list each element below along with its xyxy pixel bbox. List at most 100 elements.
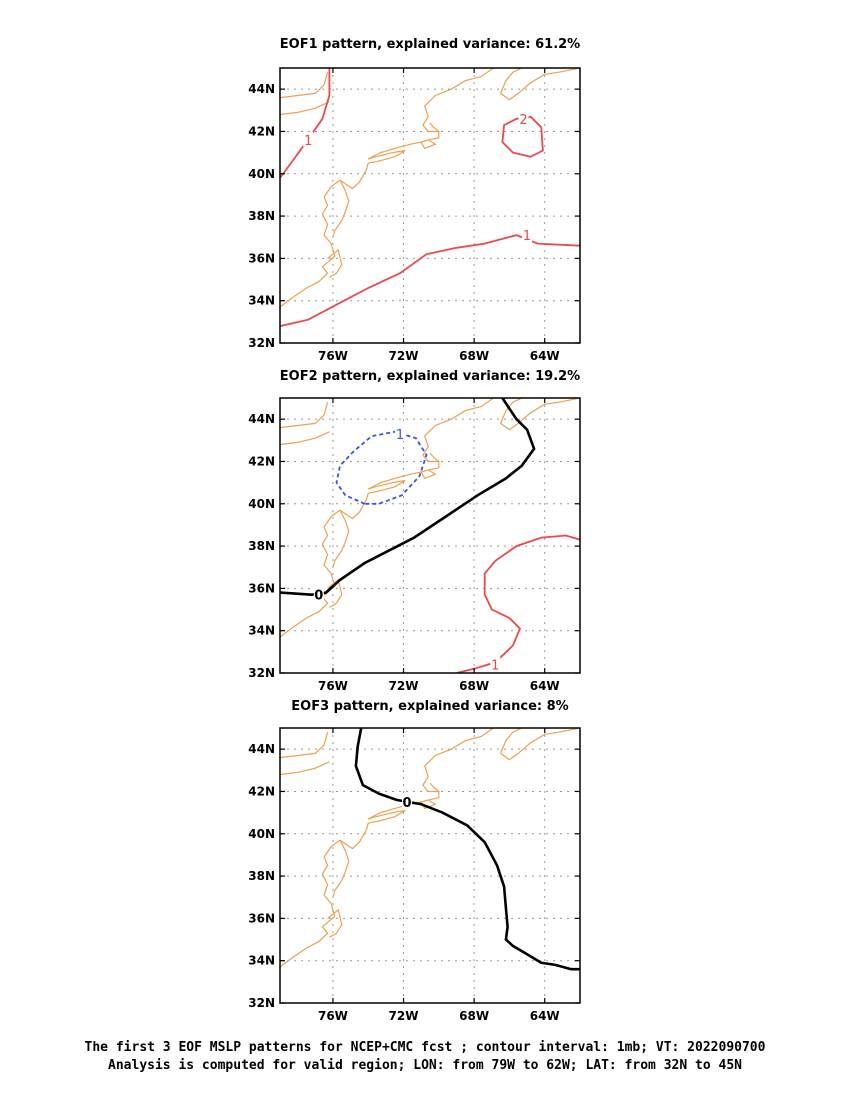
coastline <box>368 479 406 494</box>
coastline <box>332 179 350 238</box>
caption-line-2: Analysis is computed for valid region; L… <box>108 1058 742 1073</box>
caption-line-1: The first 3 EOF MSLP patterns for NCEP+C… <box>84 1040 766 1055</box>
coastline-layer <box>280 728 580 968</box>
y-tick-label: 34N <box>248 624 275 638</box>
coastline <box>500 68 580 101</box>
eof3-title: EOF3 pattern, explained variance: 8% <box>291 699 568 714</box>
coastline <box>280 509 341 638</box>
contour-level-1 <box>280 68 331 179</box>
coastline-layer <box>280 398 580 638</box>
coastline <box>500 398 580 431</box>
y-tick-label: 42N <box>248 784 275 798</box>
coastline <box>339 823 369 850</box>
contour-layer <box>280 398 580 673</box>
coastline <box>280 839 341 968</box>
x-tick-label: 76W <box>318 679 348 693</box>
x-tick-label: 64W <box>530 679 560 693</box>
x-tick-label: 68W <box>459 1009 489 1023</box>
coastline <box>500 68 523 94</box>
coastline <box>429 782 440 792</box>
y-tick-label: 44N <box>248 742 275 756</box>
y-tick-label: 40N <box>248 167 275 181</box>
coastline <box>332 509 350 568</box>
x-tick-label: 64W <box>530 1009 560 1023</box>
coastline <box>420 469 437 480</box>
y-tick-label: 32N <box>248 336 275 350</box>
contour-label-bg <box>395 425 405 441</box>
x-tick-label: 72W <box>389 679 419 693</box>
y-tick-label: 38N <box>248 539 275 553</box>
contour-level-1 <box>280 234 580 327</box>
y-tick-label: 44N <box>248 412 275 426</box>
coastline <box>280 732 329 759</box>
eof3-panel: EOF3 pattern, explained variance: 8% 0 76… <box>248 699 581 1023</box>
y-tick-label: 42N <box>248 124 275 138</box>
y-tick-label: 32N <box>248 996 275 1010</box>
contour-level-1 <box>456 534 580 673</box>
contour-label-bg <box>522 227 533 243</box>
coastline <box>280 431 330 446</box>
coastline <box>280 179 341 308</box>
y-tick-label: 38N <box>248 209 275 223</box>
y-tick-label: 40N <box>248 497 275 511</box>
coastline <box>500 728 523 754</box>
y-tick-label: 36N <box>248 911 275 925</box>
contour-label: 1 <box>523 229 531 244</box>
y-tick-label: 34N <box>248 954 275 968</box>
coastline <box>327 908 343 938</box>
coastline <box>368 149 406 164</box>
map-frame <box>279 727 581 1004</box>
y-tick-label: 42N <box>248 454 275 468</box>
coastline <box>429 452 440 462</box>
y-tick-label: 38N <box>248 869 275 883</box>
y-tick-label: 32N <box>248 666 275 680</box>
coastline <box>420 139 437 150</box>
contour-layer <box>280 68 580 327</box>
eof1-title: EOF1 pattern, explained variance: 61.2% <box>280 37 580 52</box>
contour-label: 2 <box>519 113 527 128</box>
coastline <box>367 68 494 160</box>
coastline <box>367 398 494 490</box>
y-tick-label: 36N <box>248 251 275 265</box>
coastline <box>368 809 406 824</box>
coastline <box>339 163 369 190</box>
contour-layer <box>354 728 580 971</box>
x-tick-label: 72W <box>389 349 419 363</box>
eof2-panel: EOF2 pattern, explained variance: 19.2% … <box>248 369 581 693</box>
coastline <box>327 578 343 608</box>
coastline <box>280 72 329 99</box>
contour-label-bg <box>518 110 529 126</box>
x-tick-label: 68W <box>459 679 489 693</box>
contour-label-bg <box>402 794 413 810</box>
y-tick-label: 34N <box>248 294 275 308</box>
contour-label: 0 <box>314 589 323 604</box>
y-tick-label: 40N <box>248 827 275 841</box>
x-tick-label: 76W <box>318 1009 348 1023</box>
map-frame <box>279 397 581 674</box>
map-frame <box>279 67 581 344</box>
contour-level-1 <box>335 430 428 505</box>
contour-label: 1 <box>491 659 499 674</box>
contour-label-bg <box>490 656 501 672</box>
coastline-layer <box>280 68 580 308</box>
coastline <box>500 728 580 761</box>
coastline <box>280 761 330 776</box>
contour-level-0 <box>280 398 536 597</box>
x-tick-label: 76W <box>318 349 348 363</box>
contour-label-bg <box>303 131 314 147</box>
contour-level-0 <box>354 728 580 971</box>
eof2-title: EOF2 pattern, explained variance: 19.2% <box>280 369 580 384</box>
coastline <box>332 839 350 898</box>
coastline <box>280 101 330 116</box>
x-tick-label: 72W <box>389 1009 419 1023</box>
contour-label: 1 <box>304 134 312 149</box>
x-tick-label: 68W <box>459 349 489 363</box>
contour-label: 0 <box>403 796 412 811</box>
y-tick-label: 44N <box>248 82 275 96</box>
x-tick-label: 64W <box>530 349 560 363</box>
eof1-panel: EOF1 pattern, explained variance: 61.2% … <box>248 37 581 363</box>
contour-label: 1 <box>396 428 404 443</box>
coastline <box>339 493 369 520</box>
y-tick-label: 36N <box>248 581 275 595</box>
